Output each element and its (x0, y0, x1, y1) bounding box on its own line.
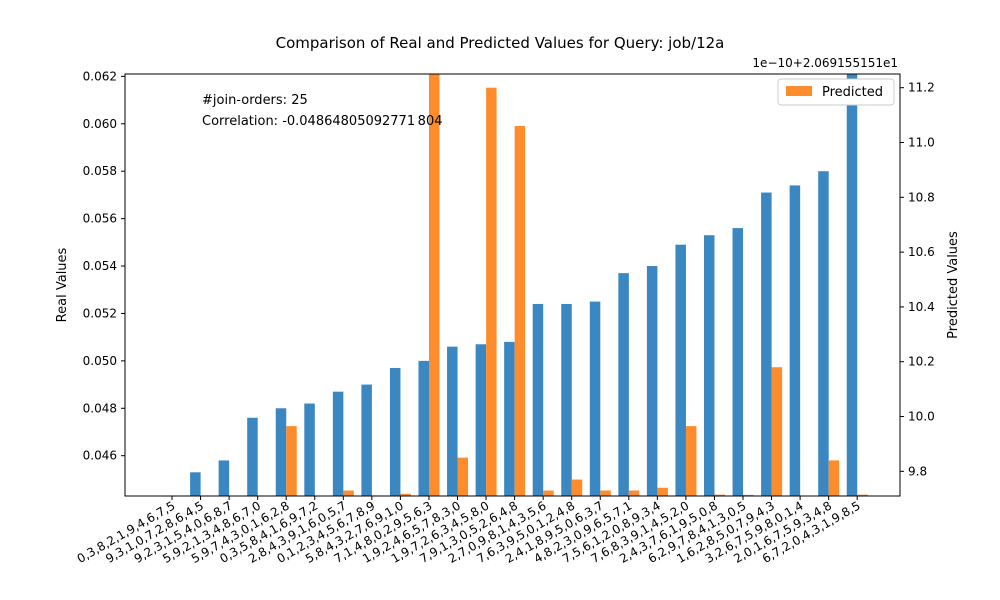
left-y-axis-label: Real Values (55, 247, 70, 322)
bar-real (389, 367, 401, 496)
left-tick-label: 0.062 (83, 69, 117, 83)
bar-real (475, 344, 487, 496)
right-y-axis-label: Predicted Values (946, 231, 961, 339)
bar-predicted (343, 490, 354, 496)
left-tick-label: 0.046 (83, 449, 117, 463)
bar-real (190, 472, 201, 496)
left-tick-label: 0.048 (83, 401, 117, 415)
right-tick-label: 10.8 (908, 190, 935, 204)
bar-predicted (400, 493, 411, 496)
left-y-axis: 0.046 0.048 0.050 0.052 0.054 0.056 0.058 0.060… (83, 69, 125, 463)
bar-real (646, 266, 658, 496)
bar-predicted (486, 87, 497, 497)
bar-real (589, 301, 601, 496)
plot-frame (124, 73, 901, 497)
bar-predicted (571, 479, 583, 496)
bar-predicted (429, 74, 440, 496)
bar-predicted (743, 494, 754, 496)
bar-real (618, 273, 629, 496)
bar-real (532, 303, 544, 496)
legend: Predicted (777, 78, 895, 106)
right-tick-label: 9.8 (908, 464, 927, 478)
bar-real (818, 171, 829, 496)
legend-swatch-predicted (786, 86, 812, 96)
left-tick-label: 0.052 (83, 306, 117, 320)
bar-real (247, 417, 258, 496)
bar-real (789, 185, 801, 496)
bar-predicted (771, 367, 783, 496)
right-tick-label: 11.0 (908, 136, 935, 150)
bar-real (361, 384, 372, 496)
bar-predicted (828, 460, 840, 496)
bar-real (275, 408, 287, 496)
bar-predicted (857, 494, 868, 496)
right-tick-label: 11.2 (908, 81, 935, 95)
bar-real (447, 346, 458, 496)
bar-predicted (600, 490, 611, 496)
left-tick-label: 0.060 (83, 117, 117, 131)
right-tick-label: 10.4 (908, 300, 935, 314)
bar-predicted (543, 490, 554, 496)
right-tick-label: 10.0 (908, 410, 935, 424)
bars-group (172, 74, 868, 497)
bar-real (732, 228, 744, 496)
bar-real (761, 192, 772, 497)
x-axis: 0,3,8,2,1,9,4,6,7,59,3,1,0,7,2,8,6,4,59,… (75, 496, 863, 566)
bar-predicted (514, 126, 526, 496)
bar-predicted (457, 457, 469, 496)
right-axis-offset-text: 1e−10+2.069155151e1 (752, 56, 898, 70)
right-tick-label: 10.2 (908, 355, 935, 369)
right-y-axis: 9.8 10.0 10.2 10.4 10.6 10.8 11.0 11.2 (900, 81, 935, 478)
left-tick-label: 0.058 (83, 164, 117, 178)
annotation-join-orders: #join-orders: 25 (202, 93, 308, 108)
bar-real (504, 341, 515, 496)
bar-real (846, 74, 858, 496)
legend-label-predicted: Predicted (822, 85, 883, 100)
annotation-correlation: Correlation: -0.04864805092771 804 (202, 114, 443, 129)
left-tick-label: 0.056 (83, 212, 117, 226)
bar-real (304, 403, 315, 496)
bar-real (704, 235, 715, 496)
bar-real (418, 360, 429, 496)
bar-predicted (685, 426, 697, 496)
bar-real (561, 303, 572, 496)
bar-predicted (286, 426, 297, 496)
chart-title: Comparison of Real and Predicted Values … (276, 34, 725, 52)
bar-predicted (628, 490, 640, 496)
right-tick-label: 10.6 (908, 245, 935, 259)
bar-real (675, 244, 686, 496)
left-tick-label: 0.054 (83, 259, 117, 273)
bar-real (218, 460, 230, 496)
legend-box (777, 78, 895, 106)
bar-predicted (714, 494, 725, 496)
bar-real (332, 391, 344, 496)
left-tick-label: 0.050 (83, 354, 117, 368)
bar-predicted (657, 487, 668, 496)
